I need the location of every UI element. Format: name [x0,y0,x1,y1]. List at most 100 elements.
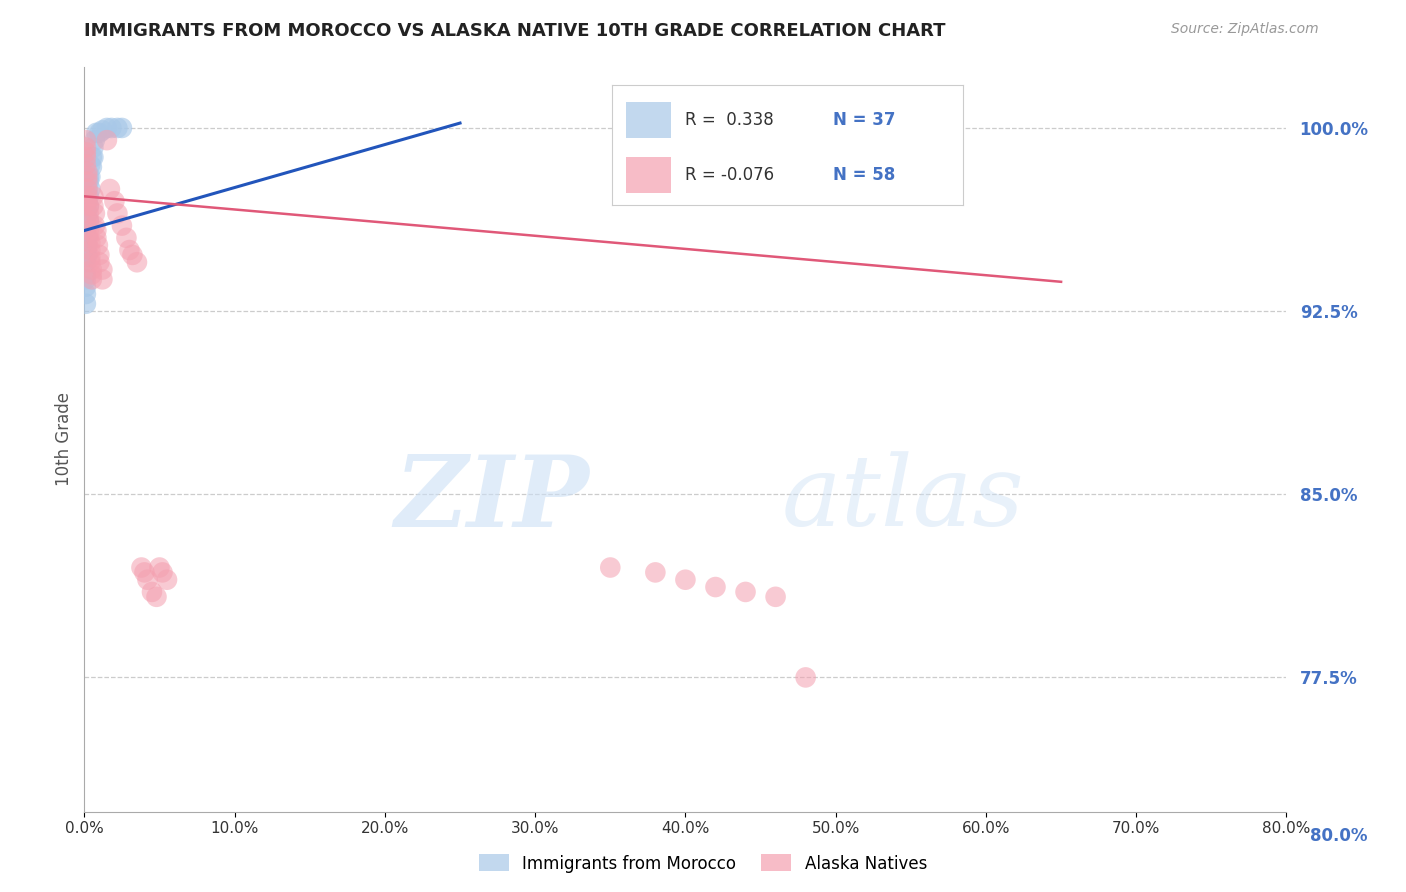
Point [118,243,141,257]
Bar [626,157,672,193]
Text: N = 58: N = 58 [832,166,896,184]
Point [644,566,666,580]
Point [96,120,118,135]
Point [103,194,125,209]
Point [131,560,153,574]
Point [75,297,97,311]
Point [675,573,697,587]
Point [121,248,143,262]
Point [86,231,108,245]
Point [83,206,105,220]
Point [82,140,104,154]
Point [148,560,170,574]
Point [100,120,122,135]
Point [134,566,156,580]
Point [75,150,97,164]
Point [76,169,98,184]
Point [79,182,101,196]
Point [96,133,118,147]
Point [599,560,621,574]
Text: R =  0.338: R = 0.338 [686,111,775,128]
Point [79,251,101,265]
Point [79,169,101,184]
Point [80,150,103,164]
Point [76,165,98,179]
Point [75,279,97,293]
Point [125,255,148,269]
Point [79,158,101,172]
Point [80,272,103,286]
Text: atlas: atlas [782,451,1025,547]
Point [111,120,134,135]
Legend: Immigrants from Morocco, Alaska Natives: Immigrants from Morocco, Alaska Natives [472,847,934,880]
Point [77,189,100,203]
Point [83,219,105,233]
Point [76,248,98,262]
Point [91,123,114,137]
Point [75,140,97,154]
Point [83,133,105,147]
Point [77,206,100,220]
Point [75,255,97,269]
Bar [626,102,672,137]
Point [76,238,98,252]
Point [86,126,108,140]
Point [80,160,103,174]
Point [77,175,100,189]
Point [80,268,103,282]
Text: IMMIGRANTS FROM MOROCCO VS ALASKA NATIVE 10TH GRADE CORRELATION CHART: IMMIGRANTS FROM MOROCCO VS ALASKA NATIVE… [84,22,946,40]
Point [152,566,174,580]
Point [76,194,98,209]
Point [87,238,110,252]
Point [141,585,163,599]
Point [136,573,159,587]
Point [75,145,97,160]
Point [145,590,167,604]
Point [76,231,98,245]
Point [82,150,104,164]
Point [76,194,98,209]
Point [75,219,97,233]
Point [76,219,98,233]
Point [77,199,100,213]
Point [77,169,100,184]
Point [82,189,104,203]
Point [156,573,179,587]
Point [89,255,111,269]
Point [77,213,100,227]
Point [75,272,97,286]
Point [765,590,787,604]
Point [98,182,121,196]
Point [77,199,100,213]
Point [75,268,97,282]
Point [76,206,98,220]
Point [794,670,817,684]
Point [76,182,98,196]
Point [80,262,103,277]
Point [89,248,111,262]
Point [75,243,97,257]
Point [75,231,97,245]
Point [77,231,100,245]
Point [734,585,756,599]
Text: N = 37: N = 37 [832,111,896,128]
Point [89,126,111,140]
Point [76,189,98,203]
Point [86,223,108,237]
Point [79,235,101,250]
Point [115,231,138,245]
Point [91,272,114,286]
Text: Source: ZipAtlas.com: Source: ZipAtlas.com [1171,22,1319,37]
Point [107,120,129,135]
Point [111,219,134,233]
Text: R = -0.076: R = -0.076 [686,166,775,184]
Point [76,182,98,196]
Point [75,287,97,301]
Point [75,248,97,262]
Point [107,206,129,220]
Point [77,223,100,237]
Point [75,158,97,172]
Point [82,199,104,213]
Point [77,213,100,227]
Text: ZIP: ZIP [394,450,589,547]
